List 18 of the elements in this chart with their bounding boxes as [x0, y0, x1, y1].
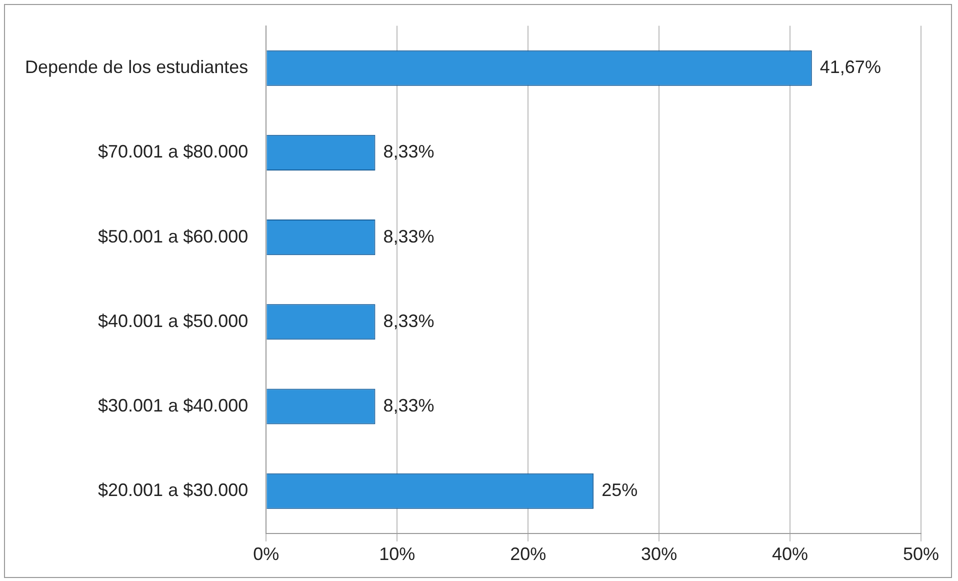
data-label: 8,33% — [383, 226, 434, 246]
x-tick-label: 30% — [641, 544, 678, 564]
y-tick-label: Depende de los estudiantes — [24, 57, 248, 78]
data-label: 8,33% — [383, 310, 434, 331]
x-tick-label: 50% — [902, 544, 940, 564]
data-label: 8,33% — [383, 395, 434, 416]
y-tick-label: $70.001 a $80.000 — [98, 142, 248, 162]
y-tick-label: $20.001 a $30.000 — [98, 480, 248, 500]
y-tick-label: $30.001 a $40.000 — [98, 395, 248, 416]
data-label: 41,67% — [820, 57, 881, 78]
x-tick-label: 20% — [510, 544, 546, 564]
x-tick-label: 10% — [379, 544, 416, 564]
x-tick-label: 0% — [253, 544, 280, 564]
y-tick-label: $40.001 a $50.000 — [98, 310, 248, 331]
x-tick-label: 40% — [772, 544, 808, 564]
y-tick-label: $50.001 a $60.000 — [98, 226, 248, 246]
data-label: 8,33% — [383, 142, 434, 162]
data-label: 25% — [602, 480, 638, 500]
